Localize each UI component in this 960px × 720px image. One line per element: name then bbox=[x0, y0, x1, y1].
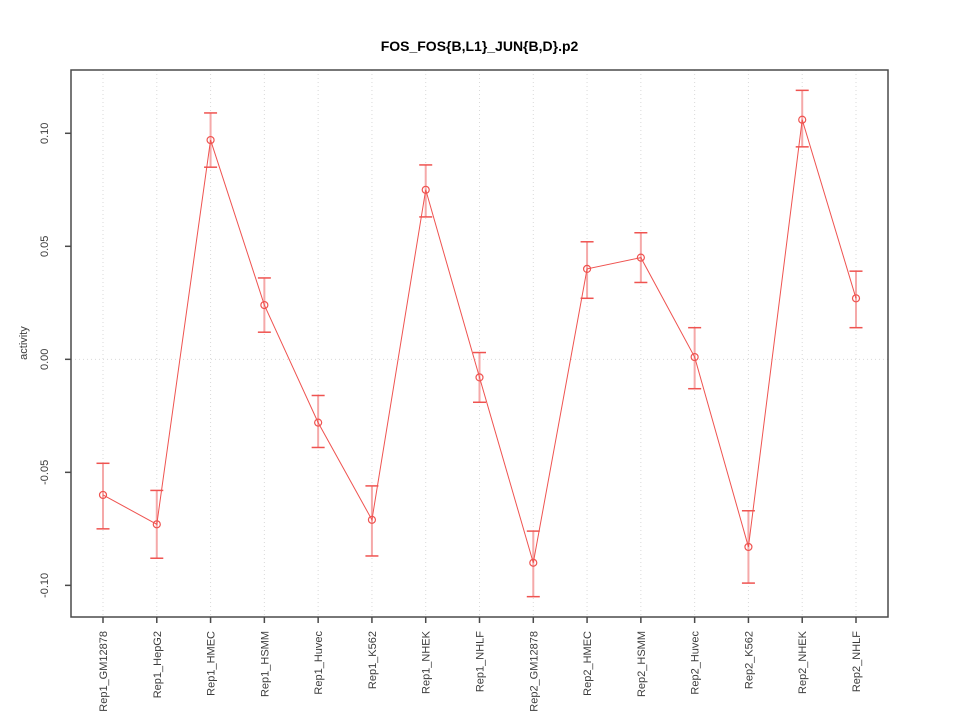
series-line bbox=[102, 119, 857, 563]
x-tick-label: Rep2_NHEK bbox=[797, 630, 809, 694]
x-tick-label: Rep1_NHEK bbox=[421, 630, 433, 694]
data-points bbox=[98, 115, 861, 567]
x-tick-label: Rep1_HepG2 bbox=[152, 631, 164, 698]
x-tick-label: Rep2_K562 bbox=[743, 631, 755, 689]
data-point bbox=[98, 490, 108, 500]
gridlines bbox=[71, 70, 888, 617]
data-point bbox=[851, 294, 861, 303]
x-tick-label: Rep2_NHLF bbox=[851, 631, 863, 692]
data-point bbox=[529, 558, 538, 567]
x-tick-label: Rep1_GM12878 bbox=[98, 631, 110, 712]
x-tick-label: Rep1_HSMM bbox=[259, 631, 271, 697]
x-tick-label: Rep1_K562 bbox=[367, 631, 379, 689]
data-point bbox=[636, 253, 645, 262]
y-tick-label: 0.10 bbox=[39, 123, 51, 144]
x-tick-label: Rep1_NHLF bbox=[475, 631, 487, 692]
data-point bbox=[314, 418, 323, 427]
chart-title: FOS_FOS{B,L1}_JUN{B,D}.p2 bbox=[380, 38, 579, 54]
data-point bbox=[367, 515, 377, 524]
data-point bbox=[206, 135, 215, 145]
x-tick-label: Rep2_HSMM bbox=[636, 631, 648, 697]
data-point bbox=[475, 373, 484, 382]
x-tick-label: Rep2_HMEC bbox=[582, 631, 594, 696]
data-point bbox=[421, 185, 430, 194]
data-point bbox=[798, 115, 807, 124]
y-tick-labels: -0.10 -0.05 0.00 0.05 0.10 bbox=[39, 123, 51, 598]
x-tick-label: Rep1_HMEC bbox=[206, 631, 218, 696]
x-tick-label: Rep2_GM12878 bbox=[528, 631, 540, 712]
data-point bbox=[690, 352, 699, 362]
y-tick-label: -0.05 bbox=[39, 460, 51, 485]
data-point bbox=[152, 520, 161, 529]
y-axis-ticks bbox=[65, 132, 71, 587]
x-axis-ticks bbox=[102, 617, 857, 623]
x-tick-label: Rep1_Huvec bbox=[313, 631, 325, 695]
data-point bbox=[744, 542, 753, 552]
y-tick-label: 0.00 bbox=[39, 349, 51, 370]
y-axis-label: activity bbox=[18, 326, 30, 360]
x-tick-label: Rep2_Huvec bbox=[690, 631, 702, 695]
x-tick-labels: Rep1_GM12878 Rep1_HepG2 Rep1_HMEC Rep1_HSMM… bbox=[98, 630, 863, 711]
y-tick-label: -0.10 bbox=[39, 573, 51, 598]
y-tick-label: 0.05 bbox=[39, 236, 51, 257]
data-point bbox=[260, 300, 269, 310]
data-point bbox=[582, 264, 592, 274]
